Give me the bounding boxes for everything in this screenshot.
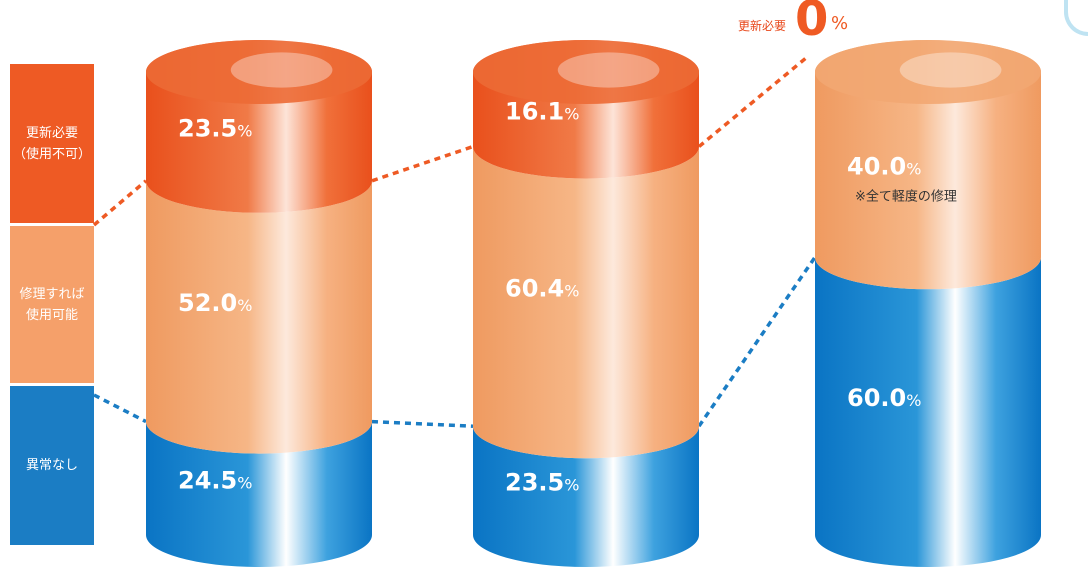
connector-line (697, 256, 817, 428)
connector-line (697, 56, 808, 148)
data-label: 40.0% (847, 153, 921, 181)
bar-segment-repair (146, 180, 372, 454)
cylinder-cap-highlight (230, 52, 333, 88)
cylinder-top-cap (815, 40, 1041, 104)
callout-unit: % (831, 13, 849, 34)
cylinder-cap-highlight (899, 52, 1002, 88)
connector-line (371, 144, 474, 183)
bar-segment-ok (146, 421, 372, 567)
bar-segment-ok (473, 426, 699, 567)
annotation-text: ※全て軽度の修理 (855, 189, 957, 205)
connector-line (93, 393, 147, 424)
bar-segment-repair (815, 40, 1041, 290)
legend-ok-line1: 異常なし (25, 458, 78, 473)
cylinder-top-cap (146, 40, 372, 104)
bar-segment-repair (473, 146, 699, 459)
cylinder-cap-highlight (557, 52, 660, 88)
connector-line (371, 419, 474, 428)
data-label: 60.0% (847, 384, 921, 412)
legend-repair-line2: 使用可能 (25, 307, 78, 323)
cylinder-top-cap (473, 40, 699, 104)
legend-renew-line2: （使用不可） (12, 146, 91, 162)
legend-item-ok: 異常なし (10, 386, 94, 545)
callout-value: 0 (795, 0, 829, 47)
bar-segment-ok (815, 257, 1041, 567)
legend-item-renew: 更新必要 （使用不可） (10, 64, 94, 223)
callout-label: 更新必要 (738, 19, 787, 33)
legend-item-repair: 修理すれば 使用可能 (10, 226, 94, 383)
legend-repair-line1: 修理すれば (19, 286, 85, 302)
legend-renew-line1: 更新必要 (25, 125, 78, 141)
connector-line (92, 179, 148, 227)
